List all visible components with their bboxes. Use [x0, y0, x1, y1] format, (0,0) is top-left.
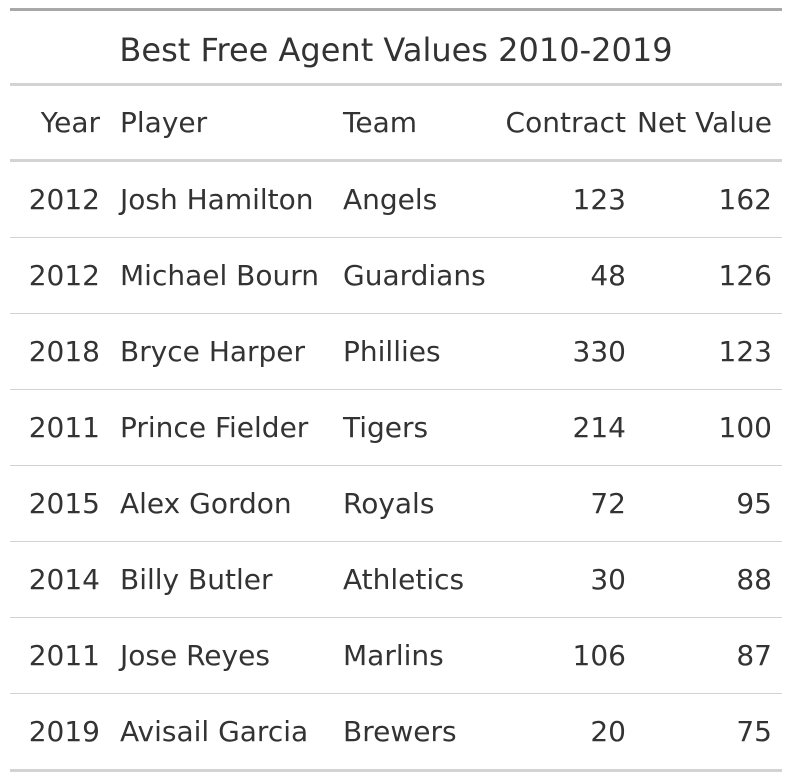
- cell-contract: 214: [493, 389, 636, 466]
- cell-contract: 123: [493, 160, 636, 238]
- cell-contract: 106: [493, 617, 636, 694]
- cell-net-value: 75: [636, 693, 782, 772]
- cell-contract: 72: [493, 465, 636, 542]
- cell-year: 2014: [10, 541, 110, 618]
- table-row: 2018 Bryce Harper Phillies 330 123: [10, 313, 782, 390]
- cell-player: Michael Bourn: [110, 237, 333, 314]
- cell-year: 2011: [10, 389, 110, 466]
- table-row: 2019 Avisail Garcia Brewers 20 75: [10, 693, 782, 772]
- cell-player: Avisail Garcia: [110, 693, 333, 772]
- column-header-year: Year: [10, 86, 110, 162]
- cell-team: Athletics: [333, 541, 493, 618]
- table-row: 2011 Prince Fielder Tigers 214 100: [10, 389, 782, 466]
- table-body: 2012 Josh Hamilton Angels 123 162 2012 Michael…: [10, 160, 782, 772]
- cell-net-value: 100: [636, 389, 782, 466]
- cell-team: Guardians: [333, 237, 493, 314]
- cell-player: Prince Fielder: [110, 389, 333, 466]
- cell-year: 2011: [10, 617, 110, 694]
- cell-contract: 20: [493, 693, 636, 772]
- cell-player: Josh Hamilton: [110, 160, 333, 238]
- cell-year: 2012: [10, 237, 110, 314]
- column-header-team: Team: [333, 86, 493, 162]
- column-header-player: Player: [110, 86, 333, 162]
- cell-team: Angels: [333, 160, 493, 238]
- top-rule: [10, 8, 782, 11]
- cell-player: Jose Reyes: [110, 617, 333, 694]
- table-row: 2015 Alex Gordon Royals 72 95: [10, 465, 782, 542]
- cell-net-value: 123: [636, 313, 782, 390]
- cell-player: Alex Gordon: [110, 465, 333, 542]
- free-agent-table: Year Player Team Contract Net Value 2012…: [10, 86, 782, 772]
- cell-net-value: 95: [636, 465, 782, 542]
- cell-year: 2019: [10, 693, 110, 772]
- cell-team: Marlins: [333, 617, 493, 694]
- cell-team: Brewers: [333, 693, 493, 772]
- cell-team: Phillies: [333, 313, 493, 390]
- header-row: Year Player Team Contract Net Value: [10, 86, 782, 162]
- cell-year: 2012: [10, 160, 110, 238]
- cell-year: 2018: [10, 313, 110, 390]
- cell-player: Bryce Harper: [110, 313, 333, 390]
- cell-net-value: 162: [636, 160, 782, 238]
- cell-net-value: 88: [636, 541, 782, 618]
- cell-contract: 30: [493, 541, 636, 618]
- cell-player: Billy Butler: [110, 541, 333, 618]
- free-agent-table-container: Best Free Agent Values 2010-2019 Year Pl…: [10, 8, 782, 772]
- table-row: 2012 Josh Hamilton Angels 123 162: [10, 160, 782, 238]
- table-row: 2014 Billy Butler Athletics 30 88: [10, 541, 782, 618]
- cell-net-value: 126: [636, 237, 782, 314]
- cell-contract: 48: [493, 237, 636, 314]
- cell-net-value: 87: [636, 617, 782, 694]
- table-row: 2011 Jose Reyes Marlins 106 87: [10, 617, 782, 694]
- column-header-contract: Contract: [493, 86, 636, 162]
- table-row: 2012 Michael Bourn Guardians 48 126: [10, 237, 782, 314]
- cell-year: 2015: [10, 465, 110, 542]
- column-header-net-value: Net Value: [636, 86, 782, 162]
- cell-contract: 330: [493, 313, 636, 390]
- table-title: Best Free Agent Values 2010-2019: [10, 11, 782, 86]
- cell-team: Tigers: [333, 389, 493, 466]
- cell-team: Royals: [333, 465, 493, 542]
